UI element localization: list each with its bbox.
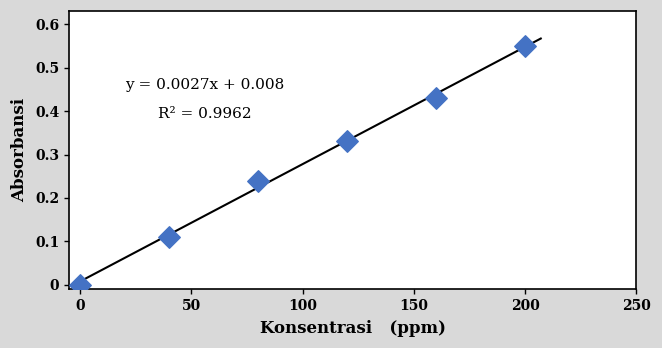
Point (75, 282, 85, 288)
Point (164, 234, 175, 240)
Text: R² = 0.9962: R² = 0.9962 (158, 106, 252, 120)
Point (520, 43, 530, 49)
Text: y = 0.0027x + 0.008: y = 0.0027x + 0.008 (124, 78, 284, 92)
Point (342, 139, 352, 144)
Y-axis label: Absorbansi: Absorbansi (11, 98, 28, 202)
Point (253, 178, 263, 183)
Point (431, 95, 442, 101)
X-axis label: Konsentrasi   (ppm): Konsentrasi (ppm) (260, 320, 446, 337)
